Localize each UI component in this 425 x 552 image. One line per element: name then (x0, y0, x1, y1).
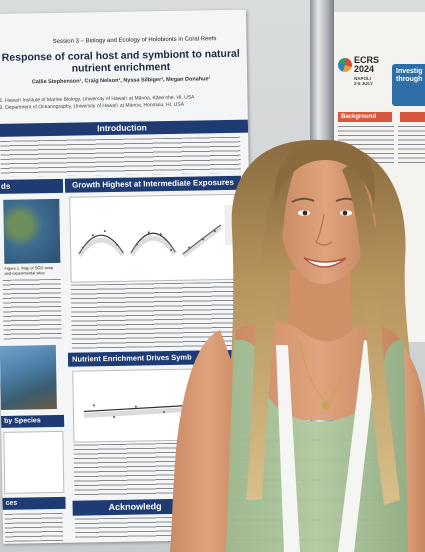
smile (303, 257, 347, 268)
necklace-pendant (322, 402, 330, 410)
background-tag: Background (338, 112, 392, 122)
investigating-box: Investig through (392, 64, 425, 106)
ecrs-title: ECRS 2024 (354, 55, 380, 74)
arm-left (170, 330, 246, 552)
nose (315, 213, 333, 246)
neck (288, 270, 352, 345)
ecrs-logo (338, 58, 352, 72)
hair-front-left (246, 166, 296, 500)
hair-top (275, 140, 376, 204)
top-knit-texture (230, 439, 406, 541)
green-top (226, 339, 408, 552)
eyebrow-left (291, 197, 315, 203)
section-tag (400, 112, 425, 122)
ecrs-place: NAPOLI 2-5 JULY (354, 76, 373, 86)
lanyard-right (338, 340, 378, 552)
research-poster: Session 3 – Biology and Ecology of Holob… (0, 9, 256, 544)
neighbor-text-2 (398, 126, 425, 166)
lanyard-left (276, 345, 300, 552)
hair-front-right (342, 162, 400, 505)
